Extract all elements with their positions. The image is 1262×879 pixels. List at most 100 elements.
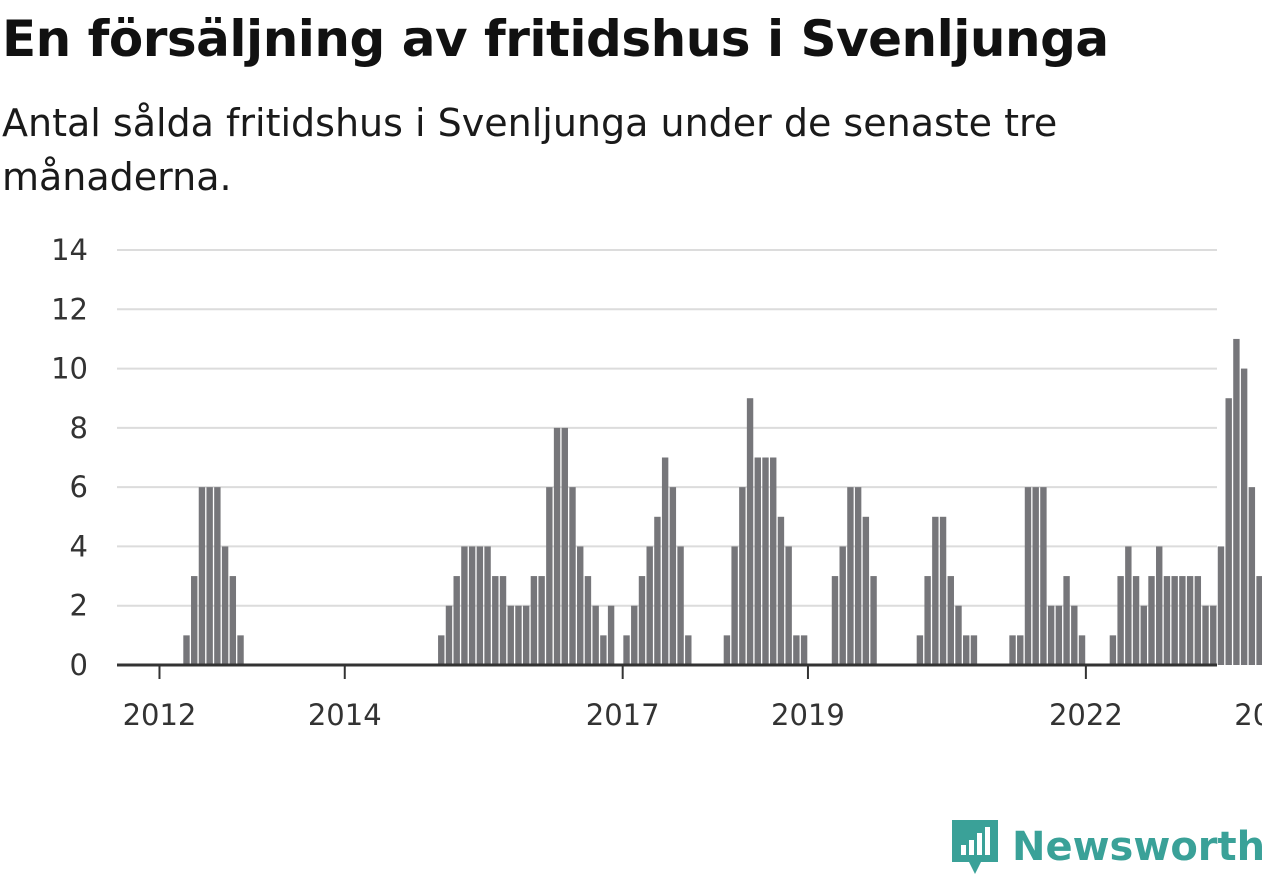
bar [198, 487, 206, 665]
bar [1017, 635, 1024, 665]
newsworthy-logo[interactable]: Newsworthy [950, 818, 1262, 876]
bar [1194, 576, 1202, 665]
bar [1117, 576, 1124, 665]
bar [1024, 487, 1032, 665]
bar [1256, 576, 1262, 665]
bar [584, 576, 592, 665]
bar [669, 487, 677, 665]
bar [445, 605, 453, 665]
bar [569, 487, 576, 665]
bar [1055, 605, 1063, 665]
bar [476, 546, 484, 665]
bar [561, 427, 568, 665]
bar [839, 546, 846, 665]
bar [530, 576, 538, 665]
bar [646, 546, 653, 665]
bar [770, 457, 777, 665]
bar [1009, 635, 1016, 665]
bar [221, 546, 229, 665]
bar [970, 635, 978, 665]
y-tick-label: 12 [51, 292, 88, 326]
bar [1186, 576, 1194, 665]
x-tick-label: 2014 [308, 698, 382, 732]
bar [924, 576, 931, 665]
bar [499, 576, 507, 665]
bar [800, 635, 808, 665]
x-axis-ticks: 2012 2014 2017 2019 2022 2024 [123, 665, 1262, 732]
bar [546, 487, 553, 665]
bar [870, 576, 877, 665]
bar [831, 576, 839, 665]
bar [229, 576, 237, 665]
bar [963, 635, 970, 665]
bars [183, 338, 1262, 665]
y-tick-label: 4 [70, 529, 88, 563]
bar [1132, 576, 1140, 665]
bar [600, 635, 607, 665]
bar [1140, 605, 1147, 665]
bar [592, 605, 599, 665]
bar [1125, 546, 1132, 665]
newsworthy-logo-icon [952, 820, 998, 874]
bar [453, 576, 460, 665]
bar [522, 605, 530, 665]
bar [468, 546, 476, 665]
bar [939, 516, 947, 665]
bar [623, 635, 630, 665]
bar [492, 576, 499, 665]
x-tick-label: 2019 [771, 698, 845, 732]
bar [1202, 605, 1209, 665]
bar [1171, 576, 1178, 665]
bar [1032, 487, 1039, 665]
bar [685, 635, 692, 665]
y-tick-label: 14 [51, 233, 88, 267]
bar [1233, 338, 1240, 665]
bar [932, 516, 939, 665]
bar [1217, 546, 1225, 665]
y-tick-label: 8 [70, 411, 88, 445]
x-tick-label: 2012 [123, 698, 197, 732]
bar [1210, 605, 1217, 665]
bar [191, 576, 198, 665]
bar [847, 487, 854, 665]
bar [1109, 635, 1117, 665]
bar [1240, 368, 1248, 665]
bar [746, 398, 754, 665]
bar [1063, 576, 1070, 665]
bar [1040, 487, 1047, 665]
bar [538, 576, 545, 665]
bar [854, 487, 862, 665]
x-tick-label: 2017 [586, 698, 660, 732]
bar [438, 635, 445, 665]
bar [862, 516, 870, 665]
bar [577, 546, 584, 665]
y-tick-label: 10 [51, 352, 88, 386]
bar [654, 516, 661, 665]
bar [955, 605, 962, 665]
bar [947, 576, 954, 665]
bar [1148, 576, 1155, 665]
bar [1156, 546, 1163, 665]
bar [762, 457, 769, 665]
bar [723, 635, 731, 665]
bar [731, 546, 738, 665]
bar [777, 516, 785, 665]
bar [607, 605, 615, 665]
x-tick-label: 2022 [1049, 698, 1123, 732]
y-tick-label: 2 [70, 589, 88, 623]
bar [1225, 398, 1232, 665]
bar [237, 635, 244, 665]
y-axis-ticks: 0 2 4 6 8 10 12 14 [51, 233, 88, 682]
bar [916, 635, 924, 665]
bar [206, 487, 213, 665]
bar [631, 605, 638, 665]
bar [484, 546, 491, 665]
chart-subtitle: Antal sålda fritidshus i Svenljunga unde… [2, 101, 1058, 199]
bar [638, 576, 646, 665]
bar [739, 487, 746, 665]
bar [507, 605, 514, 665]
bar [1047, 605, 1055, 665]
bar [1071, 605, 1078, 665]
chart-title: En försäljning av fritidshus i Svenljung… [2, 10, 1109, 68]
